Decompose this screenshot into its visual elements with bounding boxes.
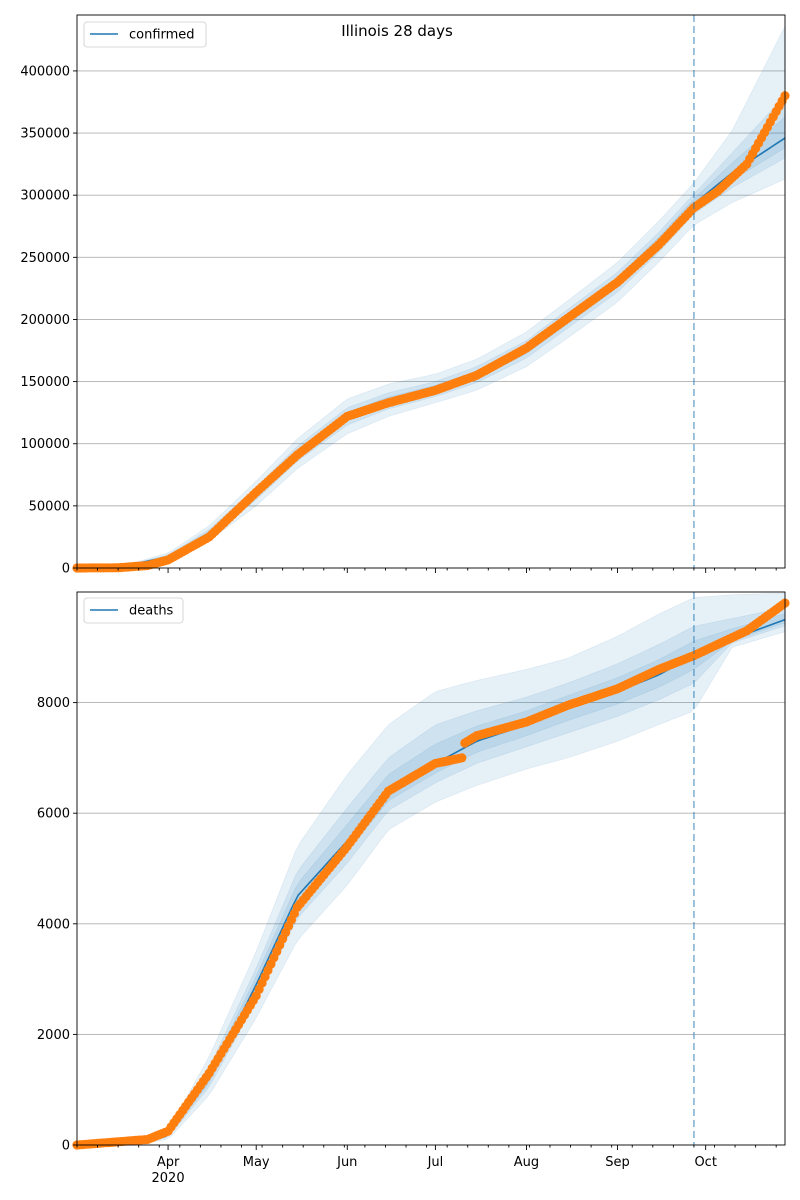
deaths-y-tick-label: 6000 xyxy=(37,807,70,822)
deaths-x-tick-label: Apr xyxy=(157,1155,180,1170)
confirmed-axes: 0 50000 100000 150000 200000 250000 300000 3500… xyxy=(20,14,786,577)
deaths-grid xyxy=(77,702,785,1035)
confirmed-y-tick-label: 350000 xyxy=(20,127,70,142)
confirmed-legend-label: confirmed xyxy=(129,28,195,43)
deaths-y-tick-label: 8000 xyxy=(37,696,70,711)
chart-title: Illinois 28 days xyxy=(341,22,453,40)
deaths-legend-label: deaths xyxy=(129,604,174,619)
deaths-x-tick-label: Aug xyxy=(514,1155,539,1170)
confirmed-y-tick-label: 100000 xyxy=(20,437,70,452)
deaths-x-tick-label: Jul xyxy=(427,1155,444,1170)
confirmed-legend: confirmed xyxy=(83,21,207,48)
deaths-observed-point xyxy=(457,753,467,763)
deaths-legend-box xyxy=(83,597,184,624)
deaths-y-tick-label: 2000 xyxy=(37,1028,70,1043)
confirmed-legend-box xyxy=(83,21,207,48)
confirmed-axes-frame xyxy=(76,14,786,569)
deaths-x-tick-label: 2020 xyxy=(152,1171,185,1186)
deaths-axes-frame xyxy=(76,591,786,1146)
confirmed-y-tick-label: 0 xyxy=(62,562,70,577)
deaths-y-tick-label: 4000 xyxy=(37,917,70,932)
confirmed-y-tick-label: 150000 xyxy=(20,375,70,390)
confirmed-y-tick-label: 50000 xyxy=(29,499,70,514)
deaths-x-tick-label: Oct xyxy=(694,1155,716,1170)
deaths-y-tick-label: 0 xyxy=(62,1139,70,1154)
deaths-x-tick-label: Jun xyxy=(336,1155,357,1170)
confirmed-y-tick-label: 400000 xyxy=(20,64,70,79)
confirmed-panel: 0 50000 100000 150000 200000 250000 300000 3500… xyxy=(20,14,790,577)
deaths-legend: deaths xyxy=(83,597,184,624)
deaths-points-layer xyxy=(72,598,790,1150)
confirmed-y-tick-label: 250000 xyxy=(20,251,70,266)
confirmed-grid xyxy=(77,70,785,507)
confirmed-y-tick-label: 300000 xyxy=(20,189,70,204)
deaths-x-tick-label: May xyxy=(243,1155,270,1170)
deaths-x-tick-label: Sep xyxy=(605,1155,630,1170)
confirmed-y-tick-label: 200000 xyxy=(20,313,70,328)
